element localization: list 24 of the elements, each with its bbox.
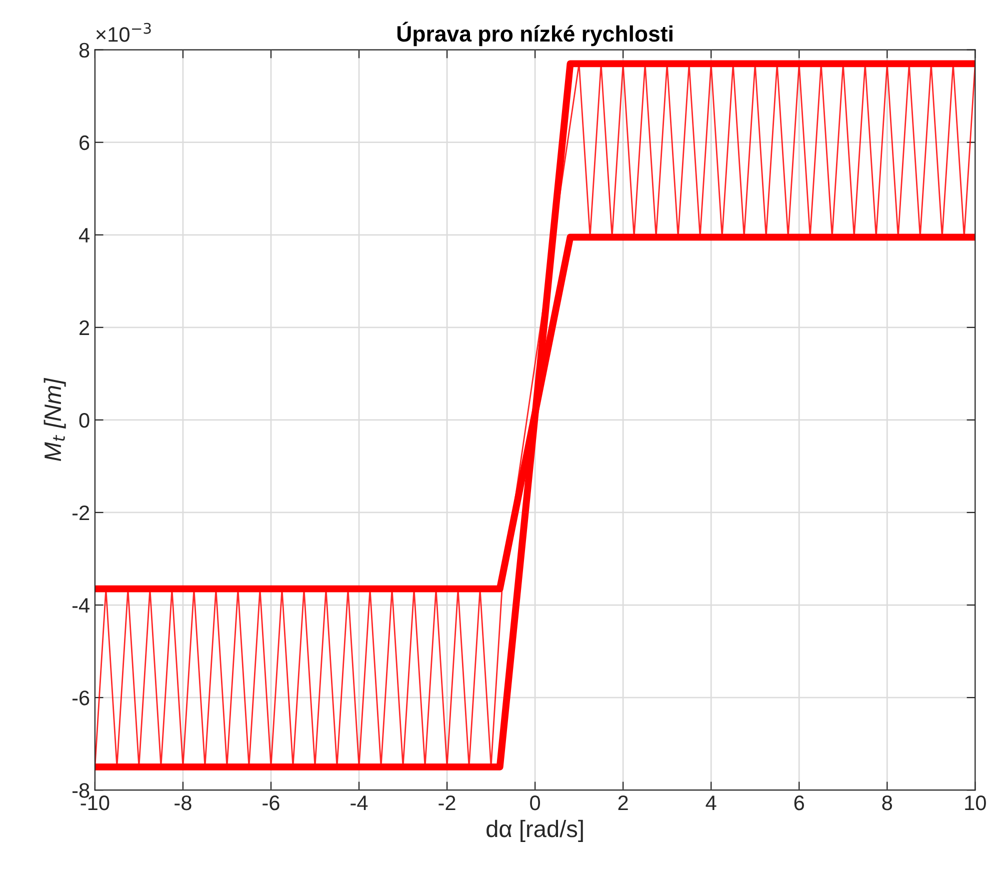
- x-axis-title: dα [rad/s]: [486, 820, 583, 842]
- x-tick-label: -10: [80, 796, 110, 810]
- y-tick-label: 2: [80, 320, 90, 335]
- x-tick-label: 2: [618, 796, 628, 810]
- x-tick-label: -8: [174, 796, 192, 810]
- y-tick-label: 0: [79, 412, 90, 428]
- y-tick-label: -4: [72, 598, 90, 613]
- y-tick-label: -2: [72, 505, 90, 520]
- x-tick-label: 4: [706, 796, 716, 810]
- y-axis-title: M$_{t}$ [Nm]: [44, 378, 66, 462]
- x-tick-label: 6: [794, 796, 804, 810]
- x-tick-label: 10: [965, 796, 986, 810]
- y-tick-label: 4: [78, 228, 90, 242]
- text: ×10$^{−3}$: [96, 22, 151, 42]
- x-tick-label: -2: [438, 796, 456, 810]
- x-tick-label: -4: [350, 796, 368, 810]
- y-tick-label: -6: [72, 690, 90, 706]
- chart-title: Úprava pro nízké rychlosti: [397, 22, 672, 46]
- y-tick-label: 8: [79, 42, 90, 58]
- x-tick-label: 0: [530, 796, 540, 810]
- y-tick-label: 6: [80, 135, 90, 150]
- x-tick-label: 8: [882, 796, 892, 810]
- y-tick-label: -8: [72, 783, 90, 798]
- x-tick-label: -6: [262, 796, 280, 810]
